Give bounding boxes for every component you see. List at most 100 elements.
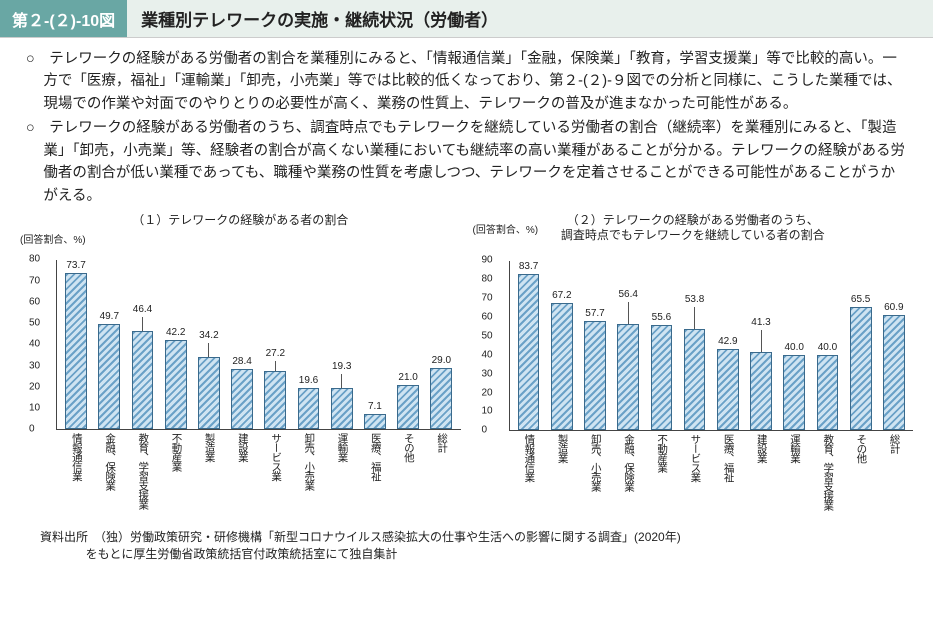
leader-line (275, 361, 276, 371)
category-label: 教育、学習支援業 (137, 433, 149, 509)
bar-column: 73.7情報通信業 (61, 260, 91, 429)
leader-line (208, 343, 209, 357)
bar-column: 34.2製造業 (194, 260, 224, 429)
y-tick: 30 (482, 368, 493, 379)
category-label: サービス業 (270, 433, 282, 481)
y-tick: 0 (29, 424, 35, 435)
value-label: 27.2 (266, 348, 285, 359)
bar (98, 324, 120, 430)
y-tick: 50 (482, 330, 493, 341)
category-label: 運輸業 (788, 434, 800, 463)
y-tick: 60 (29, 296, 40, 307)
y-tick: 40 (482, 349, 493, 360)
value-label: 83.7 (519, 261, 538, 272)
y-tick: 0 (482, 425, 488, 436)
category-label: サービス業 (689, 434, 701, 482)
value-label: 73.7 (66, 260, 85, 271)
bar (132, 331, 154, 430)
bar-column: 27.2サービス業 (260, 260, 290, 429)
value-label: 28.4 (232, 356, 251, 367)
bar-column: 55.6不動産業 (646, 261, 676, 430)
leader-line (761, 330, 762, 352)
value-label: 65.5 (851, 294, 870, 305)
category-label: 卸売、小売業 (303, 433, 315, 490)
chart-1: （１）テレワークの経験がある者の割合 (回答割合、%) 010203040506… (20, 213, 461, 523)
bar-column: 28.4建設業 (227, 260, 257, 429)
category-label: 不動産業 (656, 434, 668, 472)
leader-line (142, 317, 143, 331)
y-tick: 60 (482, 311, 493, 322)
figure-title: 業種別テレワークの実施・継続状況（労働者） (127, 0, 933, 37)
chart-1-plot: 0102030405060708073.7情報通信業49.7金融、保険業46.4… (56, 260, 461, 430)
value-label: 67.2 (552, 290, 571, 301)
bar (684, 329, 706, 431)
bar-column: 56.4金融、保険業 (613, 261, 643, 430)
bar-column: 67.2製造業 (547, 261, 577, 430)
chart-2-plot: 010203040506070809083.7情報通信業67.2製造業57.7卸… (509, 261, 914, 431)
value-label: 40.0 (784, 342, 803, 353)
category-label: 医療、福祉 (722, 434, 734, 482)
value-label: 56.4 (618, 289, 637, 300)
value-label: 19.6 (299, 375, 318, 386)
bar-column: 21.0その他 (393, 260, 423, 429)
bar-column: 19.6卸売、小売業 (293, 260, 323, 429)
value-label: 53.8 (685, 294, 704, 305)
value-label: 57.7 (585, 308, 604, 319)
bar-column: 83.7情報通信業 (514, 261, 544, 430)
bar-column: 42.2不動産業 (161, 260, 191, 429)
bar-column: 7.1医療、福祉 (360, 260, 390, 429)
bar-column: 49.7金融、保険業 (94, 260, 124, 429)
value-label: 19.3 (332, 361, 351, 372)
value-label: 34.2 (199, 330, 218, 341)
source-prefix: 資料出所 (40, 530, 88, 544)
bar (617, 324, 639, 431)
category-label: 運輸業 (336, 433, 348, 462)
chart-2-unit: (回答割合、%) (473, 221, 539, 236)
value-label: 41.3 (751, 317, 770, 328)
y-tick: 70 (482, 293, 493, 304)
bar (817, 355, 839, 431)
y-tick: 20 (29, 381, 40, 392)
category-label: 製造業 (556, 434, 568, 463)
value-label: 55.6 (652, 312, 671, 323)
category-label: 建設業 (755, 434, 767, 463)
category-label: 不動産業 (170, 433, 182, 471)
y-tick: 50 (29, 318, 40, 329)
leader-line (694, 307, 695, 329)
y-tick: 20 (482, 387, 493, 398)
bar (783, 355, 805, 431)
value-label: 21.0 (398, 372, 417, 383)
value-label: 60.9 (884, 302, 903, 313)
bar (165, 340, 187, 430)
chart-2: （２）テレワークの経験がある労働者のうち、 調査時点でもテレワークを継続している… (473, 213, 914, 523)
category-label: その他 (855, 434, 867, 463)
chart-2-title: （２）テレワークの経験がある労働者のうち、 調査時点でもテレワークを継続している… (473, 213, 914, 243)
y-tick: 10 (482, 406, 493, 417)
bullet-2: ○ テレワークの経験がある労働者のうち、調査時点でもテレワークを継続している労働… (26, 117, 907, 207)
bar-column: 41.3建設業 (746, 261, 776, 430)
bar (264, 371, 286, 429)
y-tick: 80 (29, 254, 40, 265)
bar-column: 19.3運輸業 (327, 260, 357, 429)
category-label: 製造業 (203, 433, 215, 462)
category-label: 総計 (436, 433, 448, 452)
category-label: 金融、保険業 (622, 434, 634, 491)
y-tick: 90 (482, 255, 493, 266)
bar (584, 321, 606, 430)
bar (551, 303, 573, 430)
y-tick: 30 (29, 360, 40, 371)
bar (364, 414, 386, 429)
bar-column: 40.0運輸業 (779, 261, 809, 430)
leader-line (628, 302, 629, 324)
value-label: 42.9 (718, 336, 737, 347)
figure-number: 第２-(２)-10図 (0, 0, 127, 37)
bar (717, 349, 739, 430)
category-label: 医療、福祉 (369, 433, 381, 481)
y-tick: 10 (29, 403, 40, 414)
y-tick: 40 (29, 339, 40, 350)
bar (750, 352, 772, 430)
bullet-1: ○ テレワークの経験がある労働者の割合を業種別にみると、「情報通信業」「金融，保… (26, 48, 907, 115)
bar-column: 65.5その他 (846, 261, 876, 430)
bar (231, 369, 253, 429)
category-label: 総計 (888, 434, 900, 453)
